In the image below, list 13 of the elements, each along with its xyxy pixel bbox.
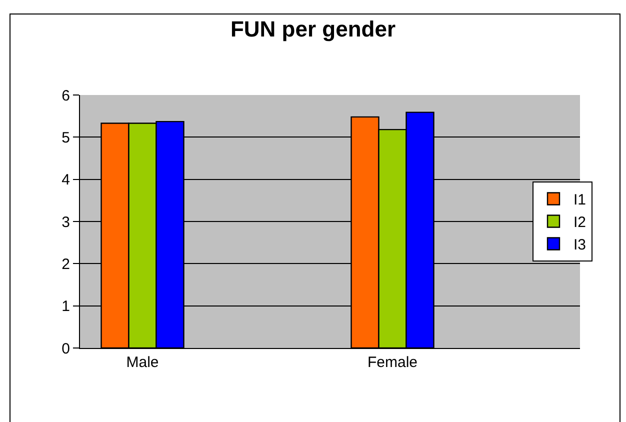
y-tick-label: 6 [62, 87, 70, 104]
y-tick-label: 0 [62, 340, 70, 358]
legend-label: I1 [574, 192, 586, 209]
x-tick-label: Male [126, 354, 159, 371]
y-tick-label: 4 [62, 172, 70, 189]
legend-label: I2 [574, 214, 586, 232]
chart-title: FUN per gender [230, 16, 396, 42]
y-tick-label: 1 [62, 298, 70, 316]
y-tick-label: 2 [62, 256, 70, 273]
legend-label: I3 [574, 236, 586, 254]
y-tick-label: 3 [62, 214, 70, 231]
y-tick-label: 5 [62, 129, 70, 146]
x-tick-label: Female [367, 354, 418, 371]
